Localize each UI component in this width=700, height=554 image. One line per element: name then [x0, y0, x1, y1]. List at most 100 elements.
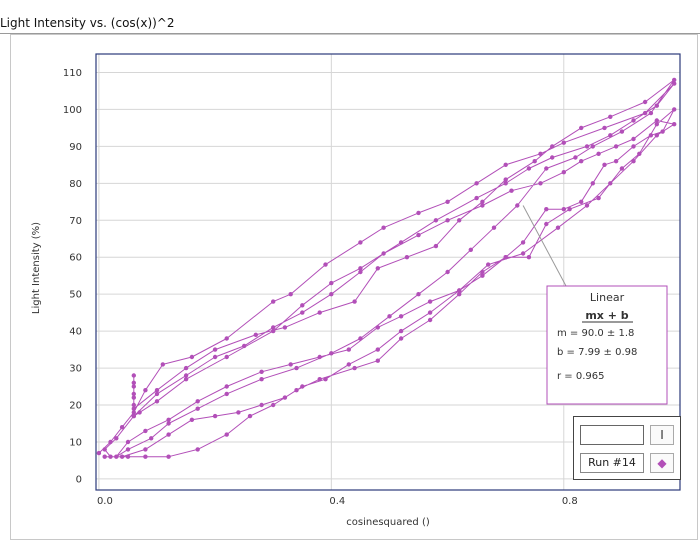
data-point[interactable]	[131, 413, 136, 419]
data-point[interactable]	[131, 402, 136, 408]
data-point[interactable]	[294, 388, 299, 393]
data-point[interactable]	[416, 210, 421, 216]
data-point[interactable]	[189, 417, 195, 422]
data-point[interactable]	[166, 454, 171, 459]
data-point[interactable]	[346, 347, 351, 352]
data-point[interactable]	[189, 354, 195, 360]
data-point[interactable]	[550, 155, 555, 160]
data-point[interactable]	[579, 199, 584, 204]
data-point[interactable]	[154, 391, 160, 397]
data-point[interactable]	[561, 170, 566, 175]
data-point[interactable]	[166, 417, 171, 422]
data-point[interactable]	[282, 325, 288, 330]
data-point[interactable]	[608, 181, 613, 186]
data-point[interactable]	[544, 166, 549, 171]
data-point[interactable]	[561, 207, 566, 212]
data-point[interactable]	[131, 380, 136, 385]
data-point[interactable]	[375, 347, 380, 352]
data-point[interactable]	[491, 225, 497, 230]
data-point[interactable]	[358, 266, 363, 271]
linear-fit-box[interactable]: Linear mx + b m = 90.0 ± 1.8 b = 7.99 ± …	[522, 205, 668, 405]
data-point[interactable]	[212, 347, 218, 352]
data-point[interactable]	[154, 399, 160, 404]
data-point[interactable]	[619, 129, 625, 134]
data-point[interactable]	[590, 181, 595, 186]
data-point[interactable]	[143, 454, 148, 459]
data-point[interactable]	[433, 243, 439, 249]
data-point[interactable]	[596, 195, 601, 201]
data-point[interactable]	[358, 240, 363, 245]
data-point[interactable]	[271, 299, 276, 304]
data-point[interactable]	[224, 354, 229, 360]
data-point[interactable]	[329, 351, 334, 356]
data-point[interactable]	[108, 439, 113, 445]
data-point[interactable]	[114, 454, 119, 459]
data-point[interactable]	[480, 273, 485, 278]
data-point[interactable]	[102, 447, 107, 452]
data-point[interactable]	[590, 144, 595, 149]
data-point[interactable]	[125, 447, 131, 452]
data-point[interactable]	[131, 410, 136, 415]
data-point[interactable]	[544, 221, 549, 227]
data-point[interactable]	[195, 399, 200, 404]
data-point[interactable]	[457, 218, 462, 223]
data-point[interactable]	[375, 325, 380, 330]
data-point[interactable]	[561, 140, 566, 145]
data-point[interactable]	[131, 395, 136, 400]
data-point[interactable]	[236, 410, 241, 415]
data-point[interactable]	[631, 159, 636, 164]
data-point[interactable]	[544, 207, 549, 212]
data-point[interactable]	[352, 365, 357, 371]
legend-run-label[interactable]: Run #14	[580, 453, 644, 473]
data-point[interactable]	[631, 136, 636, 142]
data-point[interactable]	[358, 269, 363, 275]
data-point[interactable]	[166, 432, 171, 437]
data-point[interactable]	[125, 439, 131, 445]
data-point[interactable]	[398, 328, 404, 334]
data-point[interactable]	[486, 262, 491, 267]
data-point[interactable]	[224, 432, 229, 437]
data-point[interactable]	[96, 450, 102, 456]
data-point[interactable]	[660, 129, 665, 134]
data-point[interactable]	[271, 402, 276, 408]
data-point[interactable]	[224, 391, 229, 397]
data-point[interactable]	[654, 103, 659, 108]
legend-color-box[interactable]	[580, 425, 644, 445]
data-point[interactable]	[672, 77, 677, 83]
data-point[interactable]	[457, 288, 462, 293]
data-point[interactable]	[119, 454, 125, 459]
data-point[interactable]	[526, 255, 532, 260]
data-point[interactable]	[427, 299, 433, 304]
data-point[interactable]	[125, 454, 131, 459]
data-point[interactable]	[212, 354, 218, 360]
data-point[interactable]	[271, 328, 276, 334]
data-point[interactable]	[445, 218, 450, 223]
data-point[interactable]	[672, 81, 677, 86]
data-point[interactable]	[538, 151, 543, 156]
data-point[interactable]	[247, 413, 253, 419]
data-point[interactable]	[596, 151, 601, 156]
data-point[interactable]	[584, 144, 590, 149]
data-point[interactable]	[509, 188, 514, 193]
data-point[interactable]	[503, 162, 508, 167]
data-point[interactable]	[183, 365, 189, 371]
data-point[interactable]	[358, 336, 363, 341]
data-point[interactable]	[503, 177, 508, 182]
data-point[interactable]	[300, 303, 305, 308]
data-point[interactable]	[457, 292, 462, 297]
data-point[interactable]	[672, 122, 677, 127]
data-point[interactable]	[143, 428, 148, 434]
data-point[interactable]	[294, 365, 299, 371]
data-point[interactable]	[427, 317, 433, 323]
data-point[interactable]	[183, 373, 189, 378]
data-point[interactable]	[613, 144, 619, 149]
data-point[interactable]	[526, 166, 532, 171]
data-point[interactable]	[398, 240, 404, 245]
data-point[interactable]	[631, 118, 636, 123]
data-point[interactable]	[183, 377, 189, 382]
data-point[interactable]	[102, 454, 107, 459]
data-point[interactable]	[300, 310, 305, 315]
data-point[interactable]	[160, 362, 165, 367]
data-point[interactable]	[323, 377, 328, 382]
data-point[interactable]	[137, 410, 142, 415]
